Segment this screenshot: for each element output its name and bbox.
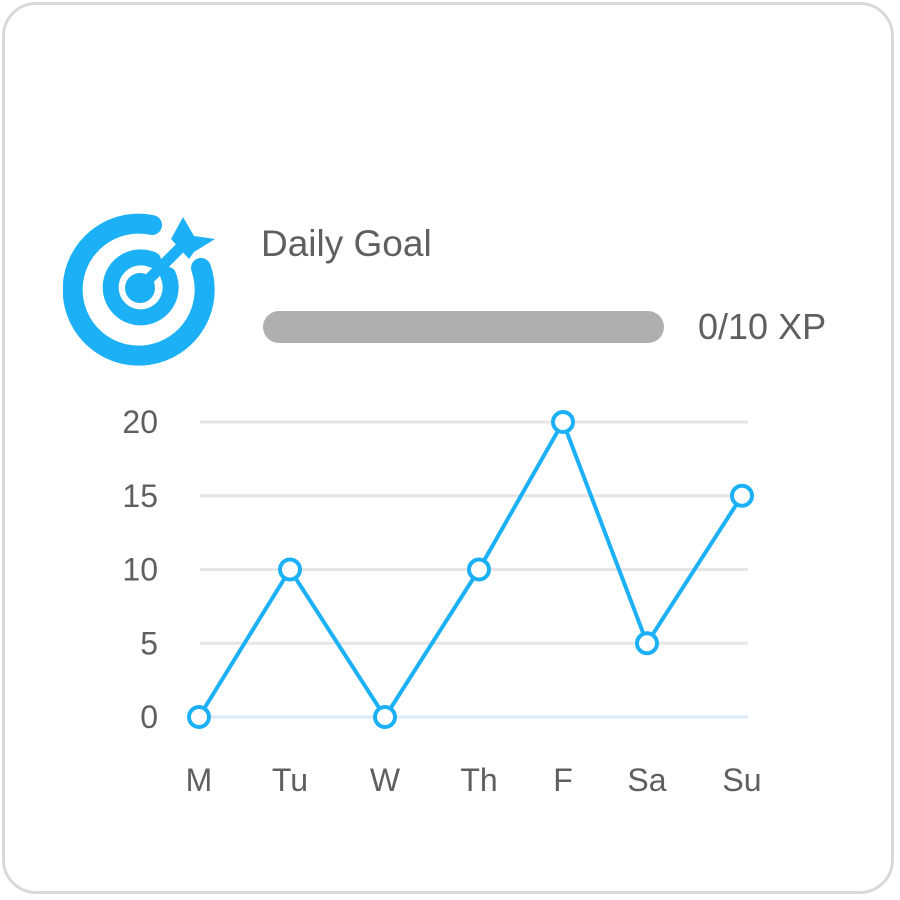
data-point (467, 557, 491, 582)
y-tick-label: 0 (140, 699, 158, 735)
data-point (551, 410, 575, 434)
y-tick-label: 15 (122, 478, 158, 514)
x-tick-label: Sa (627, 762, 666, 798)
data-point (187, 705, 211, 729)
data-point (635, 631, 659, 656)
daily-goal-progress-bar (263, 311, 664, 343)
data-point (730, 483, 754, 508)
x-tick-label: M (186, 762, 213, 798)
x-tick-label: Tu (272, 762, 308, 798)
x-tick-label: W (370, 762, 401, 798)
x-tick-label: Su (722, 762, 761, 798)
x-tick-label: F (553, 762, 573, 798)
data-point (373, 705, 397, 729)
x-tick-label: Th (460, 762, 497, 798)
y-tick-label: 5 (140, 625, 158, 661)
goal-title: Daily Goal (261, 223, 432, 264)
y-tick-label: 20 (122, 404, 158, 440)
data-point (278, 557, 302, 582)
y-tick-label: 10 (122, 552, 158, 588)
progress-text: 0/10 XP (698, 306, 827, 347)
target-icon (63, 213, 215, 366)
